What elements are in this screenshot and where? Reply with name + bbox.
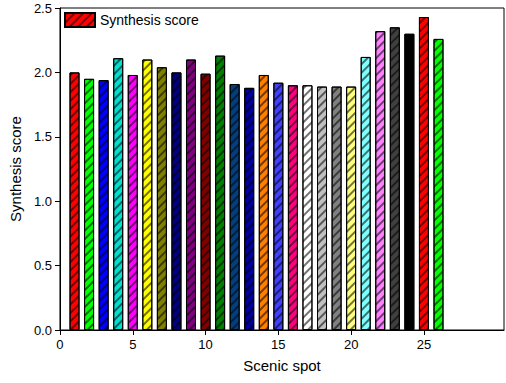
svg-text:5: 5 (129, 337, 136, 352)
svg-text:Synthesis score: Synthesis score (7, 116, 24, 222)
svg-text:10: 10 (198, 337, 212, 352)
svg-text:0: 0 (56, 337, 63, 352)
svg-text:1.0: 1.0 (34, 194, 52, 209)
svg-text:1.5: 1.5 (34, 129, 52, 144)
svg-text:2.5: 2.5 (34, 1, 52, 16)
svg-text:2.0: 2.0 (34, 65, 52, 80)
svg-text:20: 20 (344, 337, 358, 352)
svg-text:15: 15 (271, 337, 285, 352)
svg-text:Synthesis score: Synthesis score (100, 12, 199, 28)
svg-text:25: 25 (417, 337, 431, 352)
svg-text:Scenic spot: Scenic spot (243, 357, 321, 374)
svg-text:0.5: 0.5 (34, 258, 52, 273)
svg-text:0.0: 0.0 (34, 323, 52, 338)
